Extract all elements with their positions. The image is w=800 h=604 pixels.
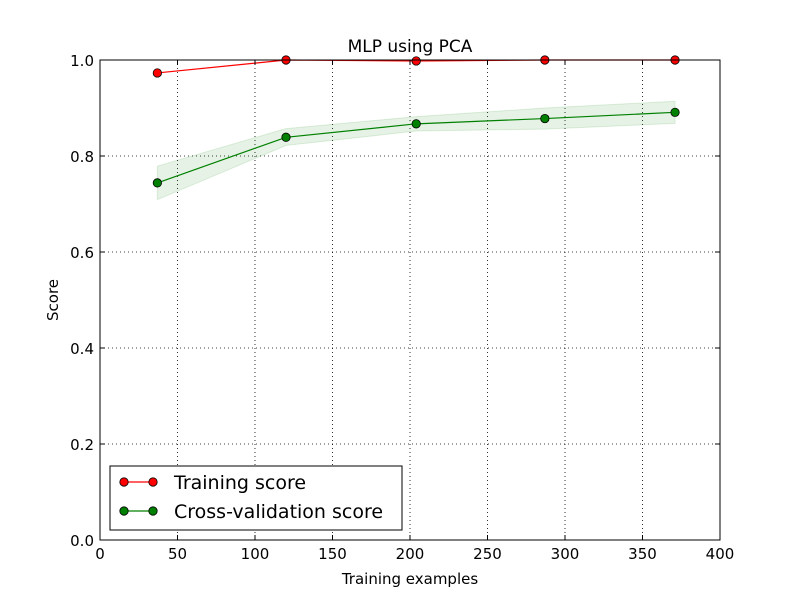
x-tick-label: 350	[628, 545, 657, 563]
axis-ticks: 0 50 100 150 200 250 300 350 400 0.0 0.2 0.4 0.6 0.8 1…	[70, 52, 734, 563]
x-axis-label: Training examples	[341, 570, 479, 588]
y-tick-label: 1.0	[70, 52, 94, 70]
cross-validation-score-point	[411, 119, 421, 129]
grid	[100, 60, 720, 540]
training-score-point	[152, 68, 162, 78]
legend-training-score-marker-start	[119, 477, 129, 487]
y-tick-label: 0.0	[70, 532, 94, 550]
legend-cross-validation-score-marker-start	[119, 506, 129, 516]
legend-training-score-marker-end	[148, 477, 158, 487]
y-axis-label: Score	[44, 279, 62, 321]
y-tick-label: 0.4	[70, 340, 94, 358]
x-tick-label: 50	[168, 545, 187, 563]
y-tick-label: 0.6	[70, 244, 94, 262]
x-tick-label: 250	[473, 545, 502, 563]
legend-training-score-label: Training score	[173, 472, 306, 494]
training-score-point	[411, 56, 421, 66]
cross-validation-score-point	[540, 113, 550, 124]
x-tick-label: 0	[95, 545, 105, 563]
cross-validation-score-point	[152, 178, 162, 188]
y-tick-label: 0.2	[70, 436, 94, 454]
x-tick-label: 100	[241, 545, 270, 563]
legend-cross-validation-score-marker-end	[148, 506, 158, 516]
x-tick-label: 300	[551, 545, 580, 563]
x-tick-label: 400	[706, 545, 735, 563]
legend: Training score Cross-validation score	[109, 465, 403, 531]
legend-cross-validation-score-label: Cross-validation score	[174, 501, 383, 523]
x-tick-label: 200	[396, 545, 425, 563]
cross-validation-score-point	[670, 107, 680, 117]
cross-validation-score-band	[156, 100, 676, 201]
cross-validation-score-point	[281, 132, 291, 142]
x-tick-label: 150	[318, 545, 347, 563]
chart-title: MLP using PCA	[348, 37, 473, 57]
y-tick-label: 0.8	[70, 148, 94, 166]
legend-box	[109, 465, 403, 531]
